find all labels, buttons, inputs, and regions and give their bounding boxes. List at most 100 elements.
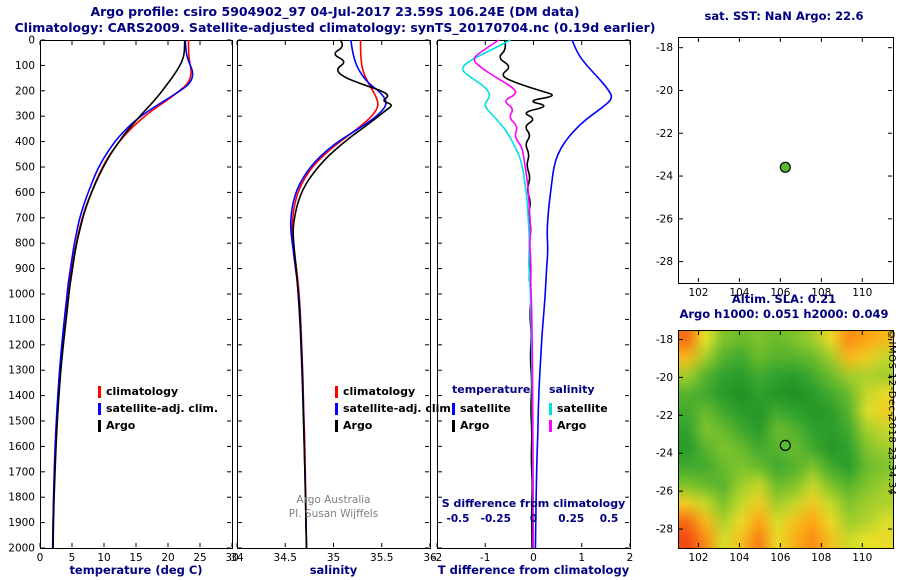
legend-line-marker <box>335 402 338 415</box>
x-tick-label: 0 <box>37 552 44 564</box>
lon-tick-label: 106 <box>770 287 790 299</box>
depth-tick-label: 400 <box>15 136 35 148</box>
x-tick-label: 35 <box>327 552 340 564</box>
lat-tick-label: -20 <box>656 372 673 384</box>
difference-panel-frame <box>437 40 631 549</box>
figure-title-line2: Climatology: CARS2009. Satellite-adjuste… <box>14 20 656 35</box>
lat-tick-label: -22 <box>656 410 673 422</box>
depth-tick-label: 1800 <box>8 492 35 504</box>
depth-tick-label: 900 <box>15 263 35 275</box>
x-tick-label: 2 <box>627 552 634 564</box>
legend-line-marker <box>549 419 552 432</box>
temperature-panel-frame <box>40 40 233 549</box>
sdiff-tick-label: -0.25 <box>480 513 511 525</box>
depth-tick-label: 700 <box>15 212 35 224</box>
lat-tick-label: -24 <box>656 448 673 460</box>
legend-group-header: temperature <box>452 383 531 396</box>
legend-label: Argo <box>460 419 490 432</box>
legend-item: satellite <box>452 400 530 417</box>
sst-panel-title: sat. SST: NaN Argo: 22.6 <box>704 9 864 23</box>
salinity-legend: climatology satellite-adj. clim. Argo <box>335 383 455 434</box>
lon-tick-label: 104 <box>729 287 749 299</box>
lon-tick-label: 108 <box>811 552 831 564</box>
legend-label: climatology <box>343 385 416 398</box>
legend-item: Argo <box>98 417 218 434</box>
float-position-marker <box>779 161 791 173</box>
legend-label: satellite <box>557 402 608 415</box>
legend-label: Argo <box>343 419 373 432</box>
legend-label: satellite-adj. clim. <box>343 402 456 415</box>
depth-tick-label: 1600 <box>8 441 35 453</box>
sdiff-tick-label: 0.25 <box>558 513 585 525</box>
x-tick-label: 0 <box>530 552 537 564</box>
legend-label: satellite-adj. clim. <box>106 402 219 415</box>
lon-tick-label: 108 <box>811 287 831 299</box>
x-tick-label: 34 <box>230 552 244 564</box>
sla-heatmap <box>678 330 893 548</box>
legend-item: Argo <box>335 417 455 434</box>
salinity-panel-frame <box>237 40 431 549</box>
x-tick-label: 34.5 <box>274 552 297 564</box>
legend-item: satellite-adj. clim. <box>98 400 218 417</box>
lon-tick-label: 104 <box>729 552 749 564</box>
diff-legend-temperature-group: temperature satellite Argo <box>452 383 530 434</box>
legend-line-marker <box>549 402 552 415</box>
sdiff-tick-label: 0 <box>529 513 538 525</box>
x-tick-label: 36 <box>423 552 437 564</box>
lat-tick-label: -28 <box>656 256 673 268</box>
x-tick-label: 20 <box>161 552 174 564</box>
series-salinity-argo <box>473 39 535 549</box>
depth-tick-label: 2000 <box>8 543 35 555</box>
depth-tick-label: 0 <box>28 35 35 47</box>
sdiff-axis-label: S difference from climatology <box>441 497 626 510</box>
legend-line-marker <box>98 419 101 432</box>
sla-map-panel-frame <box>678 330 894 549</box>
legend-label: climatology <box>106 385 179 398</box>
lon-tick-label: 102 <box>688 287 708 299</box>
legend-item: climatology <box>335 383 455 400</box>
x-tick-label: 30 <box>225 552 238 564</box>
depth-tick-label: 1200 <box>8 339 35 351</box>
series-temperature-satellite <box>534 39 613 549</box>
depth-tick-label: 500 <box>15 162 35 174</box>
depth-tick-label: 100 <box>15 60 35 72</box>
legend-label: Argo <box>557 419 587 432</box>
x-tick-label: 1 <box>578 552 585 564</box>
altimetry-sla-title: Altim. SLA: 0.21 <box>731 292 837 306</box>
legend-item: Argo <box>452 417 530 434</box>
lat-tick-label: -26 <box>656 213 673 225</box>
depth-tick-label: 1400 <box>8 390 35 402</box>
legend-line-marker <box>335 385 338 398</box>
diff-legend-salinity-group: salinity satellite Argo <box>549 383 608 434</box>
depth-tick-label: 800 <box>15 238 35 250</box>
location-map-panel-frame <box>678 37 894 284</box>
x-tick-label: 15 <box>129 552 142 564</box>
annotation-argo-australia: Argo Australia <box>296 494 371 506</box>
lon-tick-label: 110 <box>852 287 872 299</box>
legend-line-marker <box>98 385 101 398</box>
depth-tick-label: 600 <box>15 187 35 199</box>
legend-line-marker <box>452 419 455 432</box>
imos-watermark: ©IMOS 12-Dec-2018 23.34.34 <box>886 330 897 496</box>
x-tick-label: -1 <box>480 552 490 564</box>
depth-tick-label: 1900 <box>8 517 35 529</box>
legend-item: climatology <box>98 383 218 400</box>
x-tick-label: 25 <box>193 552 206 564</box>
depth-tick-label: 1300 <box>8 365 35 377</box>
lon-tick-label: 110 <box>852 552 872 564</box>
tdiff-axis-label: T difference from climatology <box>437 563 630 577</box>
lat-tick-label: -26 <box>656 486 673 498</box>
x-tick-label: 5 <box>69 552 76 564</box>
depth-tick-label: 1000 <box>8 289 35 301</box>
series-salinity-satellite <box>462 39 534 548</box>
lat-tick-label: -20 <box>656 85 673 97</box>
lat-tick-label: -28 <box>656 524 673 536</box>
depth-tick-label: 200 <box>15 85 35 97</box>
x-tick-label: -2 <box>432 552 442 564</box>
float-position-marker <box>779 439 791 451</box>
legend-label: Argo <box>106 419 136 432</box>
legend-label: satellite <box>460 402 511 415</box>
lon-tick-label: 102 <box>688 552 708 564</box>
